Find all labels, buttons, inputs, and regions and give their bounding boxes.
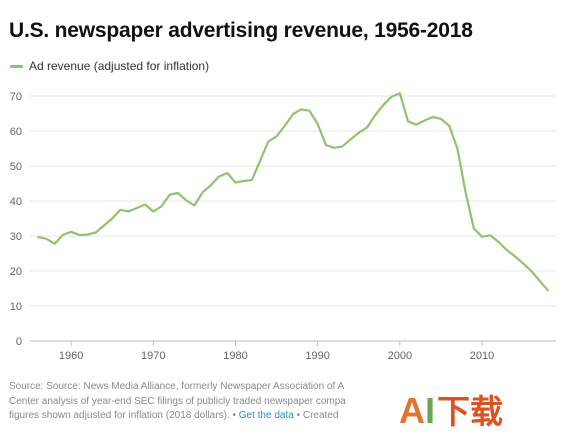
series-line-0 xyxy=(37,92,549,292)
y-tick-label-40: 40 xyxy=(10,196,22,208)
watermark-text: 下载 xyxy=(437,393,504,430)
source-line-1: Source: Source: News Media Alliance, for… xyxy=(9,381,345,392)
legend-label: Ad revenue (adjusted for inflation) xyxy=(29,59,210,73)
axis-layer: 0 10 20 30 40 50 60 70 1960 1970 1980 1990 2000 2010 xyxy=(10,91,495,362)
chart-footer: Source: Source: News Media Alliance, for… xyxy=(9,380,375,424)
x-tick-label-2000: 2000 xyxy=(388,350,412,362)
x-tick-label-2010: 2010 xyxy=(470,350,494,362)
series-layer xyxy=(37,92,549,292)
watermark-letter-i: I xyxy=(425,390,436,431)
x-tick-label-1980: 1980 xyxy=(223,350,247,362)
source-line-3-prefix: figures shown adjusted for inflation (20… xyxy=(9,410,236,421)
get-the-data-link[interactable]: Get the data xyxy=(238,410,294,421)
y-tick-label-70: 70 xyxy=(10,91,22,103)
line-chart: 0 10 20 30 40 50 60 70 1960 1970 1980 1990 2000 2010 xyxy=(10,91,556,362)
x-tick-label-1960: 1960 xyxy=(59,350,83,362)
x-tick-label-1970: 1970 xyxy=(141,350,165,362)
y-tick-label-0: 0 xyxy=(16,336,22,348)
watermark-letter-a: A xyxy=(399,390,425,431)
x-tick-label-1990: 1990 xyxy=(305,350,329,362)
source-line-2: Center analysis of year-end SEC filings … xyxy=(9,395,346,407)
source-line-3-suffix: • Created xyxy=(296,410,339,421)
y-tick-label-10: 10 xyxy=(10,301,22,313)
y-tick-label-60: 60 xyxy=(10,126,22,138)
source-line-3: figures shown adjusted for inflation (20… xyxy=(9,409,375,424)
y-tick-label-30: 30 xyxy=(10,231,22,243)
watermark-logo: A I 下载 xyxy=(399,393,503,429)
y-tick-label-20: 20 xyxy=(10,266,22,278)
grid-layer xyxy=(30,95,556,342)
chart-title: U.S. newspaper advertising revenue, 1956… xyxy=(9,19,473,42)
y-tick-label-50: 50 xyxy=(10,161,22,173)
chart-legend: Ad revenue (adjusted for inflation) xyxy=(10,59,209,73)
legend-line-swatch xyxy=(10,64,23,68)
